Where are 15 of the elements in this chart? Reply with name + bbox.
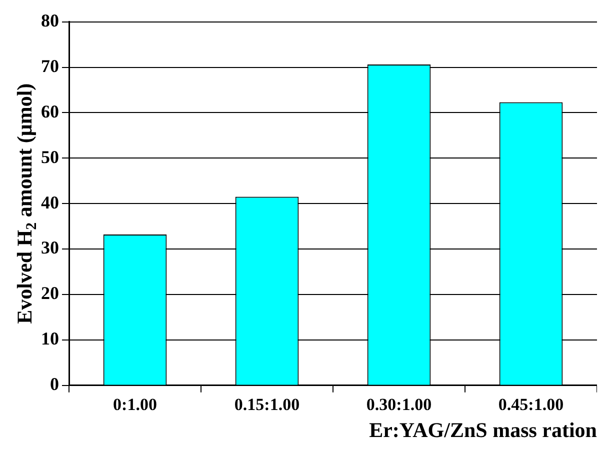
- y-tick-label: 0: [50, 374, 59, 394]
- x-tick-label: 0.30:1.00: [366, 394, 432, 414]
- x-tick-label: 0.15:1.00: [234, 394, 300, 414]
- y-tick-label: 70: [41, 56, 59, 76]
- x-axis-title: Er:YAG/ZnS mass ration: [369, 418, 598, 442]
- y-tick-label: 30: [41, 238, 59, 258]
- y-tick-label: 40: [41, 192, 59, 212]
- y-tick-label: 60: [41, 101, 59, 122]
- y-tick-label: 80: [41, 10, 59, 30]
- y-tick-label: 10: [41, 328, 59, 349]
- y-tick-label: 20: [41, 283, 59, 304]
- x-tick-label: 0.45:1.00: [498, 394, 564, 414]
- x-tick-label: 0:1.00: [113, 394, 157, 414]
- y-axis-title: Evolved H2 amount (μmol): [12, 83, 40, 324]
- y-tick-label: 50: [41, 146, 59, 167]
